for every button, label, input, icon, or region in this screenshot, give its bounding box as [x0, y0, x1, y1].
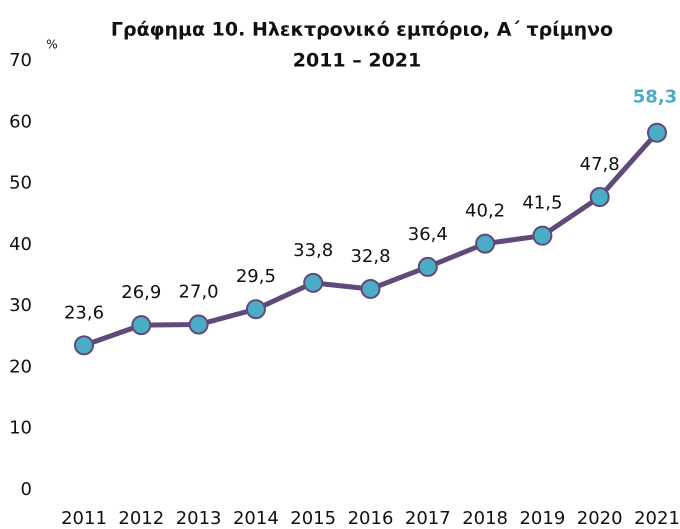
- y-tick-label: 10: [9, 418, 32, 439]
- x-tick-label: 2017: [405, 508, 451, 529]
- y-tick-label: 0: [21, 479, 32, 500]
- value-label: 33,8: [293, 240, 333, 261]
- marker: [303, 272, 324, 293]
- marker: [532, 225, 553, 246]
- marker: [245, 299, 266, 320]
- value-label: 36,4: [408, 224, 448, 245]
- value-label: 23,6: [64, 302, 104, 323]
- x-tick-label: 2013: [176, 508, 222, 529]
- x-tick-label: 2020: [577, 508, 623, 529]
- y-unit: %: [46, 38, 57, 52]
- marker: [417, 256, 438, 277]
- x-tick-label: 2014: [233, 508, 279, 529]
- line: [83, 131, 659, 348]
- marker: [74, 335, 94, 356]
- value-label: 29,5: [236, 266, 276, 287]
- value-label: 26,9: [121, 282, 161, 303]
- marker: [131, 315, 152, 336]
- value-label: 32,8: [350, 246, 390, 267]
- y-tick-label: 70: [9, 50, 32, 71]
- x-tick-label: 2021: [634, 508, 680, 529]
- value-label: 40,2: [465, 201, 505, 222]
- x-tick-label: 2015: [290, 508, 336, 529]
- x-tick-label: 2016: [348, 508, 394, 529]
- value-label: 58,3: [633, 87, 677, 108]
- value-label: 27,0: [179, 282, 219, 303]
- y-tick-label: 40: [9, 234, 32, 255]
- marker: [589, 187, 610, 208]
- marker: [360, 278, 381, 299]
- x-tick-label: 2019: [519, 508, 565, 529]
- marker: [647, 122, 667, 143]
- value-label: 47,8: [580, 154, 620, 175]
- marker: [188, 314, 209, 335]
- y-tick-label: 20: [9, 356, 32, 377]
- chart-title: Γράφημα 10. Ηλεκτρονικό εμπόριο, Α΄ τρίμ…: [111, 19, 613, 41]
- x-tick-label: 2012: [118, 508, 164, 529]
- x-tick-label: 2011: [61, 508, 107, 529]
- chart-title: 2011 – 2021: [293, 50, 422, 72]
- y-tick-label: 50: [9, 173, 32, 194]
- value-label: 41,5: [522, 193, 562, 214]
- y-tick-label: 60: [9, 111, 32, 132]
- x-tick-label: 2018: [462, 508, 508, 529]
- marker: [475, 233, 496, 254]
- y-tick-label: 30: [9, 295, 32, 316]
